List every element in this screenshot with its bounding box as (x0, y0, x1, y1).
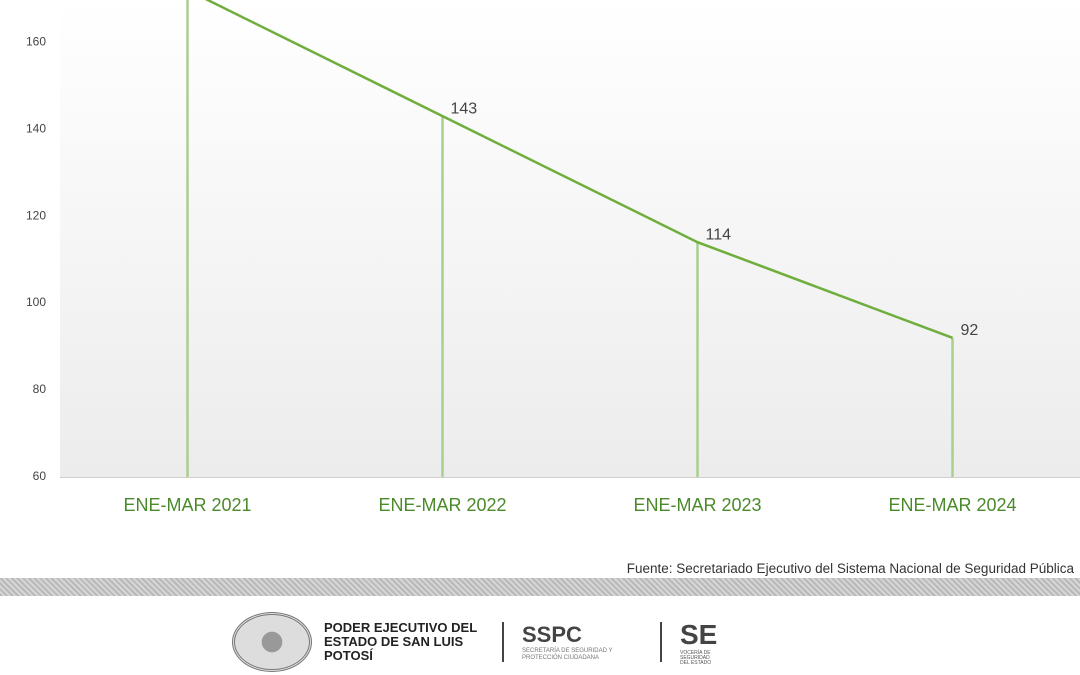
series-line (204, 0, 953, 340)
x-tick-label: ENE-MAR 2022 (378, 495, 506, 515)
y-tick-label: 60 (33, 469, 47, 483)
logos: PODER EJECUTIVO DEL ESTADO DE SAN LUIS P… (232, 612, 720, 672)
sspc: SSPC (522, 622, 582, 647)
x-tick-label: ENE-MAR 2023 (633, 495, 761, 515)
y-tick-label: 100 (26, 295, 46, 309)
separator (660, 622, 662, 662)
chart: 608010012014016017214311492ENE-MAR 2021E… (26, 0, 1080, 515)
x-tick-label: ENE-MAR 2024 (888, 495, 1016, 515)
x-tick-label: ENE-MAR 2021 (123, 495, 251, 515)
separator (502, 622, 504, 662)
sspc-sub: SECRETARÍA DE SEGURIDAD Y PROTECCIÓN CIU… (522, 648, 613, 661)
source: Fuente: Secretariado Ejecutivo del Siste… (626, 561, 1074, 576)
y-tick-label: 80 (33, 382, 47, 396)
se: SE (680, 618, 718, 650)
y-tick-label: 160 (26, 34, 46, 48)
plot-background (60, 0, 1080, 477)
data-label: 92 (961, 322, 979, 339)
poder-ejecutivo: PODER EJECUTIVO DEL ESTADO DE SAN LUIS P… (324, 620, 477, 663)
y-tick-label: 120 (26, 208, 46, 222)
se-sub: VOCERÍA DE SEGURIDAD DEL ESTADO (680, 649, 712, 666)
data-label: 143 (451, 100, 478, 117)
y-tick-label: 140 (26, 121, 46, 135)
se-logo: SE VOCERÍA DE SEGURIDAD DEL ESTADO (680, 619, 720, 666)
stripe-band (0, 578, 1080, 596)
sspc-logo: SSPC SECRETARÍA DE SEGURIDAD Y PROTECCIÓ… (522, 622, 642, 662)
seal (232, 612, 312, 672)
data-label: 114 (706, 226, 732, 243)
